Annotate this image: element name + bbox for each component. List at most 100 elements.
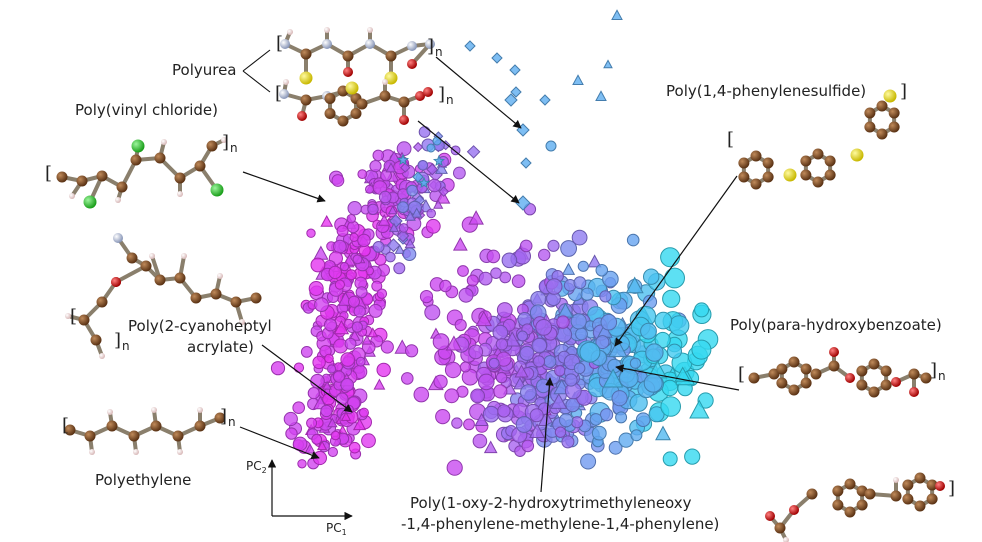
scatter-point-circle xyxy=(531,337,548,354)
sulfur-atom xyxy=(850,148,864,162)
hydrogen-atom xyxy=(181,253,187,259)
scatter-point-circle xyxy=(589,413,603,426)
scatter-point-circle xyxy=(611,390,628,407)
scatter-point-circle xyxy=(608,440,623,455)
scatter-point-circle xyxy=(492,324,509,341)
polymer-bracket-open: [ xyxy=(738,364,745,385)
hydrogen-atom xyxy=(99,353,105,359)
scatter-point-star xyxy=(432,154,446,167)
scatter-point-circle xyxy=(446,459,463,476)
scatter-point-circle xyxy=(413,386,430,403)
scatter-point-circle xyxy=(577,260,589,272)
carbon-atom xyxy=(128,430,140,442)
label-pvc: Poly(vinyl chloride) xyxy=(75,101,218,119)
sulfur-atom xyxy=(883,89,897,103)
polymer-bracket-open: [ xyxy=(45,163,52,184)
scatter-point-triangle xyxy=(316,440,328,451)
scatter-point-circle xyxy=(532,355,546,368)
scatter-point-diamond xyxy=(412,141,424,153)
scatter-point-diamond xyxy=(464,40,476,52)
scatter-point-circle xyxy=(376,362,391,378)
scatter-point-triangle xyxy=(373,378,386,390)
scatter-point-diamond xyxy=(504,93,518,107)
polymer-bracket-close: ] xyxy=(220,406,227,427)
scatter-point-diamond xyxy=(400,162,411,173)
scatter-point-circle xyxy=(545,278,563,295)
scatter-point-circle xyxy=(333,239,347,254)
scatter-point-circle xyxy=(667,343,682,359)
oxygen-atom xyxy=(909,387,919,397)
polymer-bracket-open: [ xyxy=(62,415,69,436)
carbon-atom xyxy=(356,98,368,110)
hydrogen-atom xyxy=(382,79,388,85)
carbon-atom xyxy=(379,90,391,102)
scatter-point-circle xyxy=(348,441,361,454)
carbon-atom xyxy=(926,479,938,491)
scatter-point-circle xyxy=(339,262,350,272)
scatter-point-circle xyxy=(371,280,383,292)
carbon-atom xyxy=(210,288,222,300)
scatter-point-circle xyxy=(643,268,660,285)
scatter-point-circle xyxy=(626,233,640,247)
scatter-point-circle xyxy=(327,446,338,458)
scatter-point-circle xyxy=(559,413,574,428)
carbon-atom xyxy=(926,493,938,505)
scatter-point-circle xyxy=(361,433,376,449)
carbon-atom xyxy=(832,499,844,511)
carbon-atom xyxy=(914,500,926,512)
hydrogen-atom xyxy=(893,477,899,483)
scatter-point-circle xyxy=(369,160,382,173)
scatter-point-circle xyxy=(346,214,356,224)
scatter-point-circle xyxy=(372,241,385,253)
carbon-atom xyxy=(324,93,336,104)
scatter-point-circle xyxy=(495,371,508,384)
carbon-atom xyxy=(856,379,868,391)
polymer-bracket-open: [ xyxy=(727,129,734,150)
scatter-point-circle xyxy=(630,429,643,442)
scatter-point-circle xyxy=(426,208,437,219)
polymer-bracket-close: ] xyxy=(222,132,229,153)
oxygen-atom xyxy=(789,505,799,515)
scatter-point-diamond xyxy=(491,52,503,64)
carbon-atom xyxy=(776,377,788,389)
scatter-point-diamond xyxy=(466,145,481,159)
scatter-point-circle xyxy=(355,286,368,299)
scatter-point-circle xyxy=(330,430,341,441)
scatter-point-circle xyxy=(495,338,509,351)
scatter-point-circle xyxy=(310,257,326,273)
scatter-point-circle xyxy=(520,384,537,401)
scatter-point-circle xyxy=(306,417,318,429)
carbon-atom xyxy=(856,499,868,511)
hydrogen-atom xyxy=(197,407,203,413)
carbon-atom xyxy=(64,424,76,436)
scatter-point-circle xyxy=(600,313,618,331)
carbon-atom xyxy=(96,296,108,308)
scatter-point-circle xyxy=(405,344,419,358)
scatter-point-circle xyxy=(478,271,493,286)
hydrogen-atom xyxy=(107,409,113,415)
scatter-point-circle xyxy=(314,297,329,313)
carbon-atom xyxy=(774,522,786,534)
scatter-point-triangle xyxy=(468,210,484,225)
scatter-point-triangle xyxy=(445,335,463,351)
carbon-atom xyxy=(194,160,206,172)
chlorine-atom xyxy=(131,139,145,153)
polymer-n-subscript: n xyxy=(228,415,236,429)
scatter-point-circle xyxy=(640,322,657,340)
scatter-point-circle xyxy=(435,409,451,425)
label-phenoxy-line2: -1,4-phenylene-methylene-1,4-phenylene) xyxy=(401,515,719,533)
scatter-point-circle xyxy=(560,240,577,257)
scatter-point-circle xyxy=(300,346,313,358)
hydrogen-atom xyxy=(283,79,289,85)
hydrogen-atom xyxy=(115,197,121,203)
hydrogen-atom xyxy=(65,313,71,319)
scatter-point-circle xyxy=(365,184,374,194)
scatter-point-circle xyxy=(654,311,673,330)
carbon-atom xyxy=(154,152,166,164)
polymer-bracket-open: [ xyxy=(275,83,282,104)
scatter-point-diamond xyxy=(509,64,521,76)
label-hydroxybenzoate: Poly(para-hydroxybenzoate) xyxy=(730,316,942,334)
scatter-point-circle xyxy=(529,408,544,423)
scatter-point-circle xyxy=(573,362,586,375)
scatter-point-circle xyxy=(662,289,681,308)
